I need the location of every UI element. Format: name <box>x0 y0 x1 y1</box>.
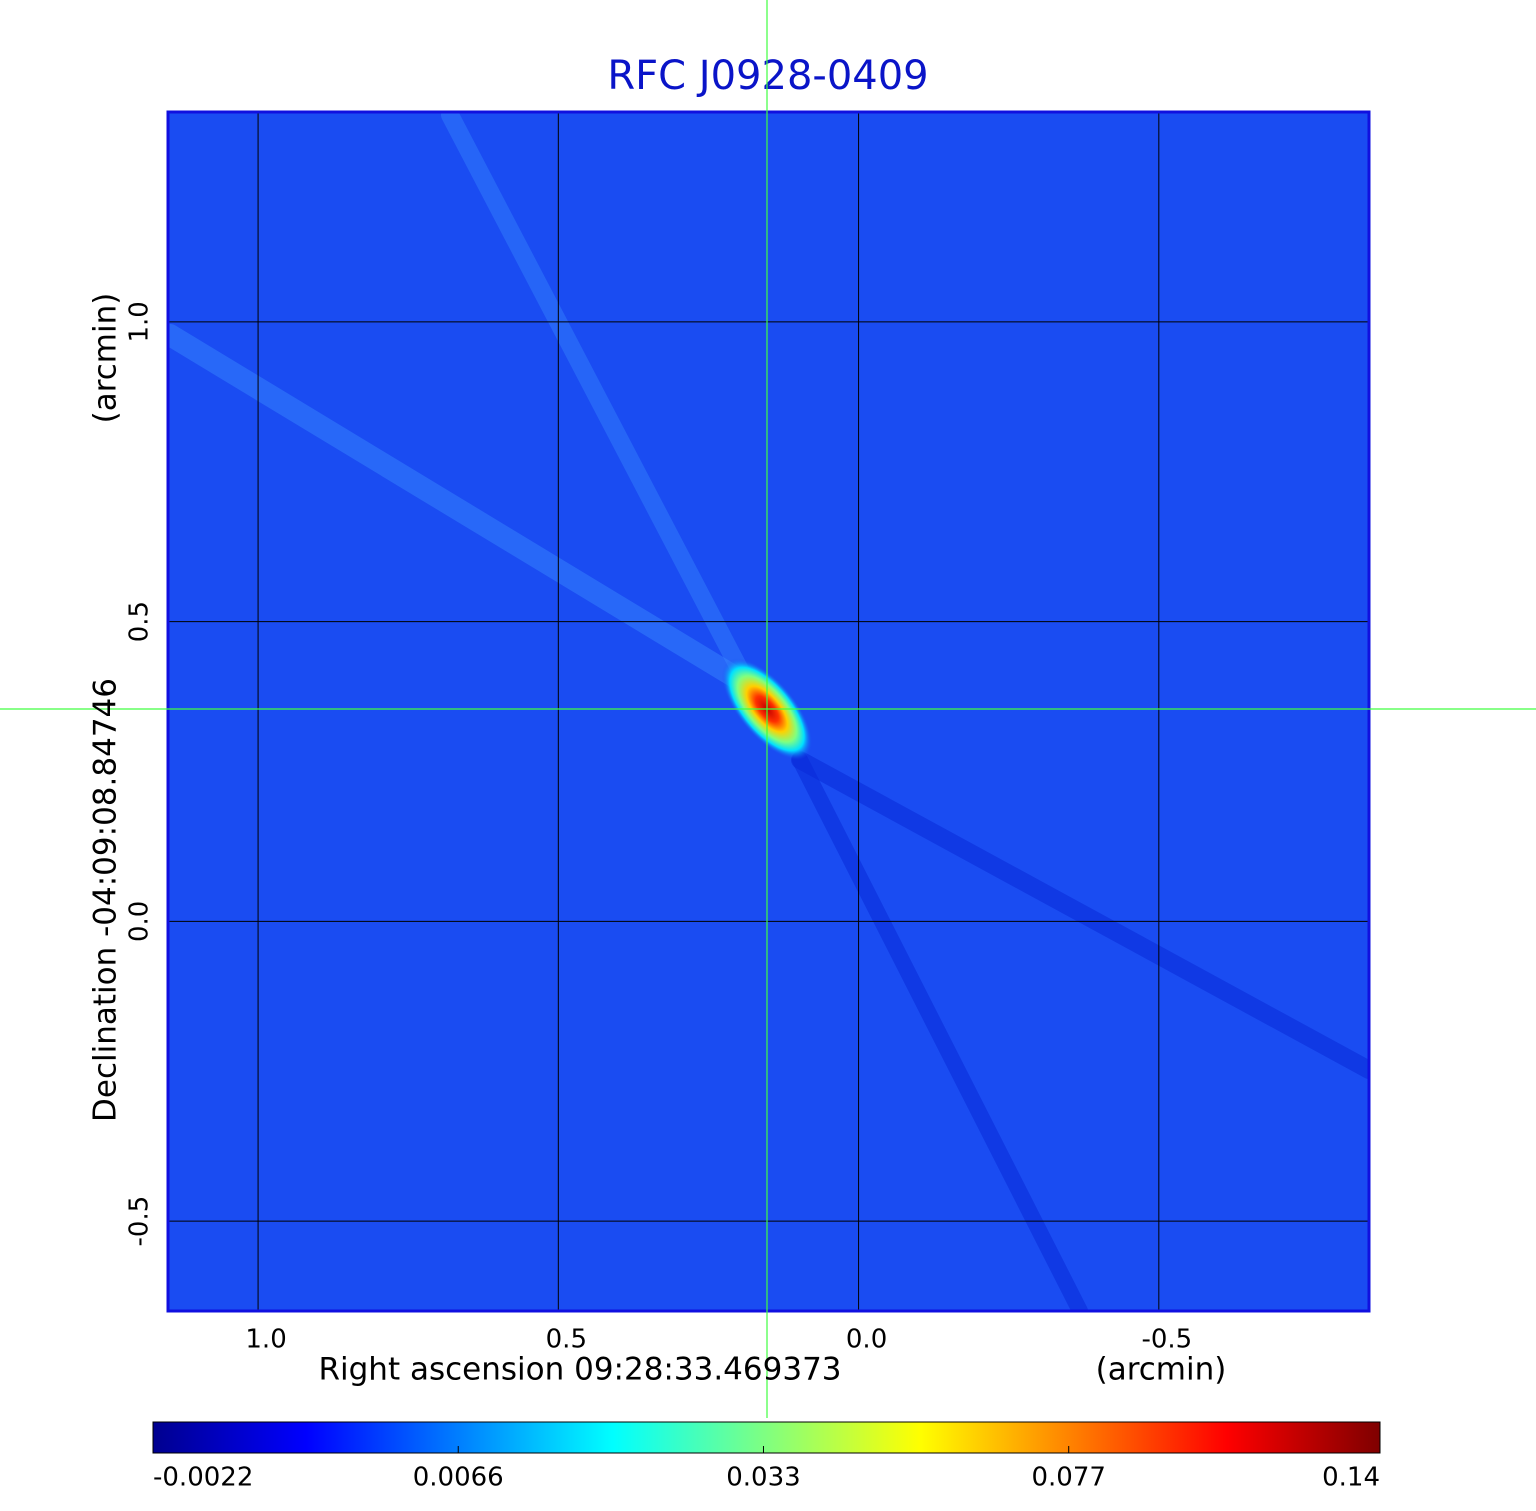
y-tick-label: 0.5 <box>125 601 155 642</box>
chart-title: RFC J0928-0409 <box>607 53 928 99</box>
image <box>168 112 1369 1311</box>
x-tick-label: 0.0 <box>846 1325 887 1355</box>
colorbar-tick-label: 0.033 <box>726 1463 800 1493</box>
colorbar <box>152 1421 1381 1454</box>
colorbar-tick-label: 0.077 <box>1031 1463 1105 1493</box>
y-tick-label: 1.0 <box>125 301 155 342</box>
x-tick-label: 1.0 <box>245 1325 286 1355</box>
grid <box>168 112 1369 1311</box>
sidelobes <box>168 112 1369 1311</box>
y-tick-label: -0.5 <box>125 1196 155 1247</box>
x-axis-label: Right ascension 09:28:33.469373 <box>318 1352 841 1388</box>
x-axis-unit: (arcmin) <box>1096 1352 1227 1388</box>
y-axis-unit: (arcmin) <box>88 293 124 424</box>
x-tick-label: 0.5 <box>546 1325 587 1355</box>
colorbar-tick-label: -0.0022 <box>153 1463 253 1493</box>
x-tick-label: -0.5 <box>1141 1325 1192 1355</box>
colorbar-tick-label: 0.14 <box>1322 1463 1380 1493</box>
y-tick-label: 0.0 <box>125 901 155 942</box>
y-axis-label: Declination -04:09:08.84746 <box>88 678 124 1122</box>
colorbar-tick-label: 0.0066 <box>413 1463 504 1493</box>
plot-frame <box>166 110 1371 1313</box>
